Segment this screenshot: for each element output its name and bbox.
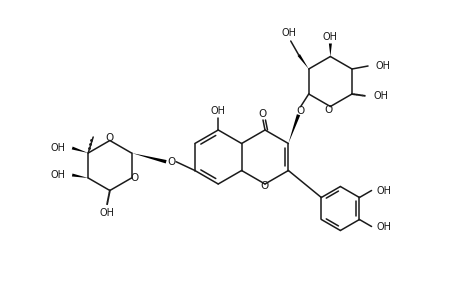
Text: OH: OH <box>376 221 391 232</box>
Text: OH: OH <box>376 185 391 196</box>
Polygon shape <box>72 173 88 178</box>
Text: O: O <box>106 133 114 142</box>
Text: O: O <box>167 157 175 167</box>
Text: OH: OH <box>322 32 337 41</box>
Polygon shape <box>297 54 308 69</box>
Text: OH: OH <box>372 91 387 101</box>
Text: OH: OH <box>50 170 65 180</box>
Polygon shape <box>131 153 166 164</box>
Text: O: O <box>130 173 138 183</box>
Polygon shape <box>72 147 88 153</box>
Text: O: O <box>296 106 304 116</box>
Polygon shape <box>328 44 331 56</box>
Polygon shape <box>288 114 300 143</box>
Text: O: O <box>258 109 267 119</box>
Text: OH: OH <box>374 61 389 71</box>
Text: O: O <box>260 181 269 191</box>
Text: OH: OH <box>210 106 225 116</box>
Text: OH: OH <box>280 28 296 38</box>
Text: OH: OH <box>99 208 114 218</box>
Text: OH: OH <box>50 143 65 153</box>
Text: O: O <box>324 104 332 115</box>
